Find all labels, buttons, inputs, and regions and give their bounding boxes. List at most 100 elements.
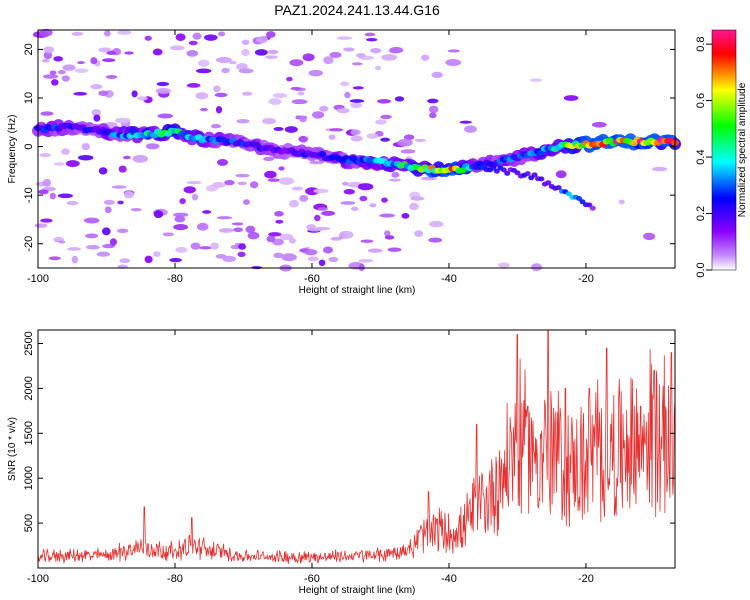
spectrogram-cell-61 (231, 222, 244, 226)
spectrogram-cell-225 (98, 167, 108, 175)
spectrogram-cell-239 (643, 232, 656, 241)
spectrogram-cell-93 (157, 113, 174, 119)
spectrogram-cell-251 (51, 79, 59, 86)
spectrogram-cell-149 (529, 78, 543, 82)
spectrogram-cell-297 (357, 183, 374, 191)
spectrogram-cell-310 (323, 56, 334, 65)
spectrogram-cell-298 (351, 62, 363, 66)
spectrogram-cell-146 (152, 48, 163, 56)
spectrogram-cell-129 (83, 217, 100, 224)
spectrogram-cell-260 (414, 230, 424, 237)
spectrogram-cell-725 (576, 196, 583, 201)
colorbar-tick-label: 0.8 (695, 36, 707, 51)
spectrogram-cell-190 (117, 200, 124, 205)
spectrogram-cell-252 (380, 114, 392, 120)
spectrogram-cell-189 (42, 58, 50, 63)
spectrogram-cell-254 (273, 252, 284, 259)
spectrogram-cell-287 (102, 58, 116, 63)
spectrogram-cell-4 (308, 69, 323, 77)
spectrogram-cell-703 (500, 167, 507, 173)
spectrogram-cell-165 (284, 126, 298, 133)
spectrogram-cell-79 (39, 153, 51, 158)
spectrogram-cell-290 (379, 213, 395, 218)
spectrogram-cell-76 (380, 137, 390, 142)
spectrogram-cell-40 (272, 92, 288, 99)
spectrogram-cell-264 (238, 68, 254, 74)
spectrogram-cell-280 (302, 53, 315, 62)
spectrogram-cell-304 (238, 243, 247, 250)
spectrogram-cell-196 (144, 35, 152, 41)
spectrogram-cell-91 (350, 206, 359, 212)
spectrogram-cell-270 (162, 232, 175, 237)
spectrogram-cell-80 (103, 199, 115, 205)
spectrogram-cell-233 (173, 223, 189, 231)
spectrogram-cell-136 (67, 247, 81, 251)
spectrogram-y-tick-label: -10 (23, 187, 35, 203)
spectrogram-cell-137 (459, 120, 472, 124)
spectrogram-cell-236 (111, 185, 127, 189)
spectrogram-cell-34 (61, 75, 70, 82)
spectrogram-cell-120 (106, 51, 117, 55)
spectrogram-cell-299 (291, 99, 308, 105)
spectrogram-cell-701 (493, 168, 500, 174)
snr-x-tick-label: -100 (27, 573, 49, 585)
spectrogram-cell-286 (202, 210, 212, 214)
spectrogram-cell-250 (255, 36, 268, 44)
spectrogram-cell-83 (340, 201, 356, 205)
spectrogram-cell-194 (195, 68, 212, 74)
spectrogram-y-ticks: -20 -10 0 10 20 (23, 43, 675, 252)
spectrogram-cell-81 (136, 96, 148, 101)
spectrogram-cell-187 (186, 180, 202, 185)
spectrogram-cell-66 (210, 124, 222, 129)
spectrogram-cell-276 (179, 198, 186, 205)
spectrogram-cell-84 (414, 138, 426, 142)
spectrogram-cell-186 (265, 55, 278, 59)
spectrogram-cell-278 (314, 226, 331, 231)
snr-panel: -100 -80 -60 -40 -20 500 1000 1500 2000 2500 Hei… (7, 329, 676, 596)
spectrogram-cell-141 (447, 49, 460, 53)
spectrogram-cell-17 (376, 99, 392, 104)
spectrogram-cell-295 (555, 170, 567, 179)
spectrogram-cell-163 (420, 176, 437, 181)
spectrogram-cell-134 (124, 51, 134, 55)
spectrogram-cell-188 (403, 134, 415, 141)
spectrogram-cell-728 (586, 202, 593, 208)
spectrogram-cell-105 (66, 200, 79, 206)
spectrogram-cell-101 (288, 237, 296, 244)
spectrogram-cell-265 (109, 238, 117, 246)
spectrogram-cell-85 (618, 199, 625, 205)
colorbar-tick-label: 0.4 (695, 149, 707, 164)
colorbar-tick-label: 0.0 (695, 262, 707, 277)
spectrogram-cell-167 (428, 105, 439, 114)
spectrogram-cell-175 (289, 59, 304, 67)
spectrogram-cell-192 (215, 56, 232, 64)
spectrogram-cell-148 (144, 255, 153, 264)
colorbar-label: Normalized spectral amplitude (737, 82, 748, 217)
spectrogram-cell-157 (241, 39, 250, 45)
spectrogram-cell-27 (329, 51, 342, 58)
spectrogram-cell-65 (218, 228, 234, 233)
spectrogram-cell-127 (266, 235, 276, 243)
spectrogram-cell-97 (57, 193, 73, 199)
spectrogram-cell-710 (524, 171, 531, 177)
spectrogram-cell-10 (40, 111, 54, 116)
spectrogram-cell-53 (74, 68, 89, 73)
snr-frame (37, 329, 676, 569)
spectrogram-cell-308 (356, 53, 366, 58)
spectrogram-cell-303 (230, 244, 241, 250)
spectrogram-cell-205 (221, 67, 230, 74)
spectrogram-cell-94 (384, 230, 391, 237)
spectrogram-cell-153 (339, 230, 354, 239)
spectrogram-frame (37, 29, 676, 269)
spectrogram-cell-100 (222, 255, 236, 263)
spectrogram-cell-222 (105, 75, 118, 79)
spectrogram-y-tick-label: 20 (23, 43, 35, 55)
spectrogram-cell-195 (318, 259, 326, 267)
spectrogram-cell-173 (254, 49, 268, 56)
spectrogram-cell-216 (175, 246, 188, 253)
snr-y-tick-label: 500 (23, 514, 35, 532)
spectrogram-cell-23 (119, 258, 131, 264)
spectrogram-cell-108 (281, 253, 297, 262)
spectrogram-cell-144 (145, 143, 160, 150)
spectrogram-cell-241 (401, 213, 410, 219)
